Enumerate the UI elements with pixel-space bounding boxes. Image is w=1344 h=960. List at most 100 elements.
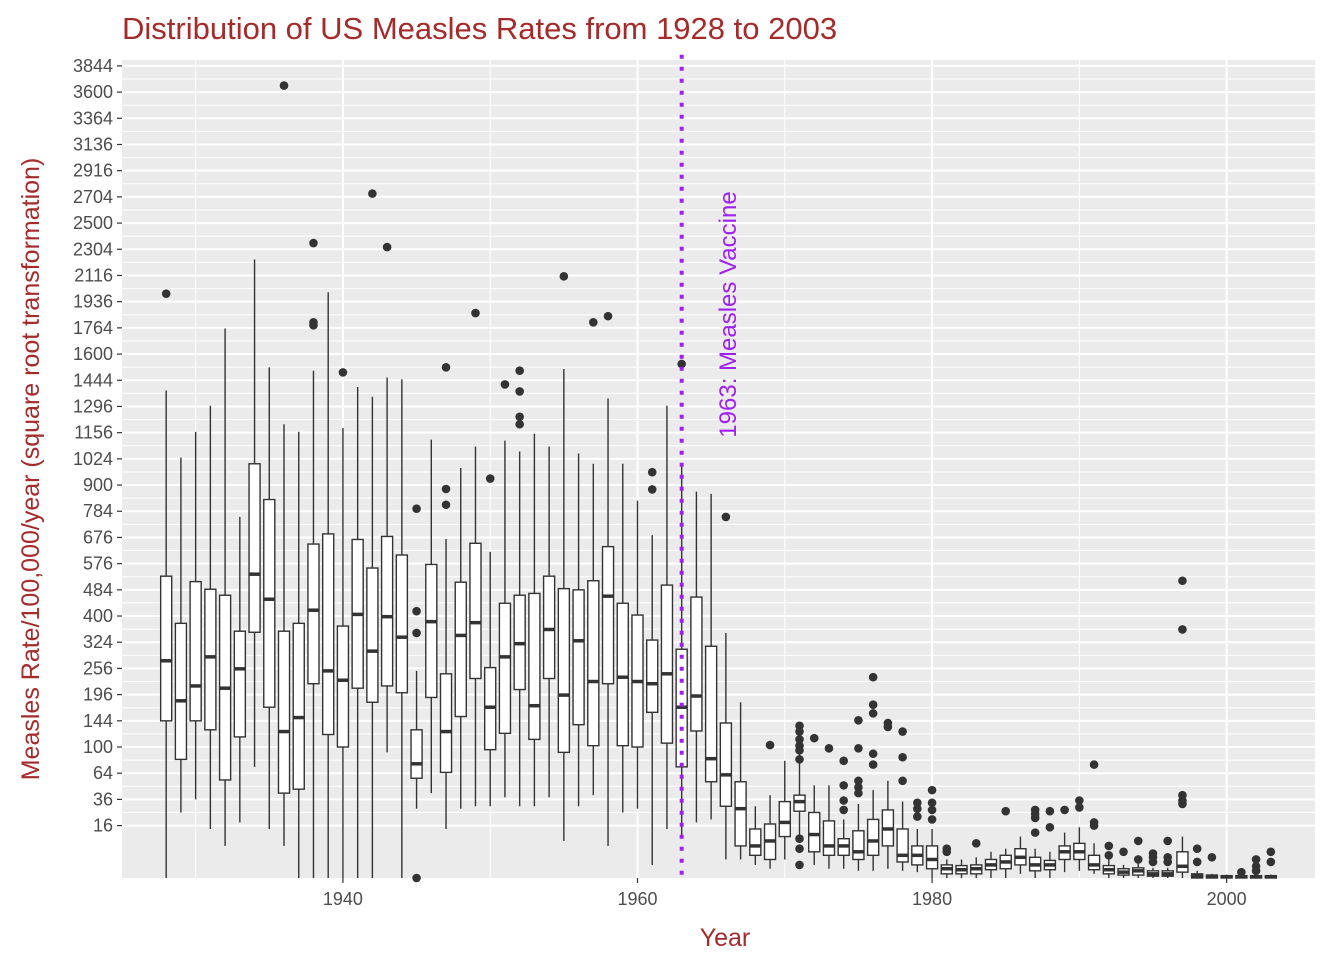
box-1970 (778, 760, 792, 860)
box-1984 (984, 851, 998, 878)
outlier-point (1075, 796, 1084, 805)
box-1956 (572, 453, 585, 807)
y-tick-label: 100 (83, 737, 113, 757)
box-1955 (557, 272, 571, 841)
box-1944 (395, 379, 409, 878)
x-tick-label: 1980 (912, 889, 952, 909)
box-1973 (822, 744, 836, 869)
outlier-point (515, 419, 524, 429)
box-body (690, 596, 703, 732)
box-1946 (425, 439, 438, 794)
outlier-point (1192, 844, 1202, 854)
outlier-point (854, 744, 863, 753)
box-1952 (513, 366, 526, 807)
outlier-point (883, 722, 893, 732)
box-1928 (159, 289, 173, 878)
y-tick-label: 484 (83, 580, 113, 600)
outlier-point (868, 760, 878, 769)
box-2001 (1235, 867, 1248, 879)
box-1962 (660, 405, 674, 829)
box-body (557, 587, 571, 754)
box-body (189, 580, 202, 722)
box-1985 (999, 806, 1012, 878)
box-2003 (1264, 847, 1278, 879)
box-1987 (1028, 805, 1042, 878)
outlier-point (412, 504, 421, 513)
box-1943 (380, 242, 394, 753)
outlier-point (868, 700, 878, 710)
y-tick-label: 36 (93, 789, 113, 809)
outlier-point (485, 474, 495, 483)
outlier-point (412, 873, 421, 883)
outlier-point (1251, 866, 1261, 876)
outlier-point (795, 735, 804, 744)
y-tick-label: 676 (83, 527, 113, 547)
outlier-point (721, 512, 731, 522)
box-1972 (808, 733, 821, 865)
y-tick-label: 784 (83, 501, 113, 521)
outlier-point (765, 740, 775, 750)
outlier-point (1119, 847, 1128, 857)
box-body (587, 580, 600, 747)
box-1975 (852, 715, 865, 871)
box-1941 (351, 387, 364, 878)
y-tick-label: 2304 (73, 239, 113, 259)
outlier-point (471, 308, 480, 318)
outlier-point (898, 776, 907, 786)
outlier-point (441, 500, 451, 510)
box-body (896, 828, 909, 863)
box-1937 (292, 431, 305, 878)
box-1949 (469, 308, 482, 807)
box-body (572, 589, 585, 726)
box-1986 (1014, 836, 1027, 874)
y-axis-title: Measles Rate/100,000/year (square root t… (17, 158, 45, 781)
box-1934 (248, 259, 261, 767)
outlier-point (1266, 847, 1276, 857)
box-1933 (233, 516, 247, 823)
outlier-point (913, 798, 922, 808)
outlier-point (412, 606, 421, 616)
outlier-point (1163, 836, 1173, 846)
outlier-point (1251, 855, 1261, 864)
x-axis: 1940 1960 1980 2000 (323, 878, 1247, 909)
box-body (542, 575, 556, 680)
outlier-point (795, 755, 804, 764)
box-1981 (940, 844, 954, 878)
y-tick-label: 1764 (73, 318, 113, 338)
box-1947 (439, 363, 453, 829)
outlier-point (603, 311, 613, 321)
outlier-point (309, 321, 318, 330)
outlier-point (1104, 841, 1114, 851)
outlier-point (161, 289, 171, 298)
y-tick-label: 3844 (73, 56, 113, 76)
outlier-point (441, 363, 451, 372)
x-axis-title: Year (700, 924, 751, 952)
box-1977 (881, 718, 895, 869)
box-body (439, 673, 453, 774)
outlier-point (839, 796, 848, 805)
box-1994 (1132, 836, 1145, 878)
box-body (852, 830, 865, 861)
box-body (616, 602, 629, 747)
box-body (159, 575, 173, 722)
outlier-point (1133, 836, 1143, 846)
y-tick-label: 1444 (73, 370, 113, 390)
outlier-point (809, 733, 819, 743)
box-1950 (483, 474, 497, 807)
box-1997 (1176, 576, 1189, 878)
y-tick-label: 2500 (73, 213, 113, 233)
box-1966 (719, 512, 733, 860)
y-tick-label: 1024 (73, 449, 113, 469)
outlier-point (795, 844, 804, 854)
box-body (734, 781, 747, 847)
box-2002 (1249, 855, 1263, 879)
outlier-point (1178, 625, 1187, 634)
box-1968 (749, 806, 762, 865)
outlier-point (1192, 857, 1202, 867)
outlier-point (382, 242, 392, 252)
box-1929 (174, 457, 188, 813)
outlier-point (647, 485, 657, 494)
outlier-point (1178, 799, 1187, 809)
outlier-point (1045, 822, 1055, 832)
